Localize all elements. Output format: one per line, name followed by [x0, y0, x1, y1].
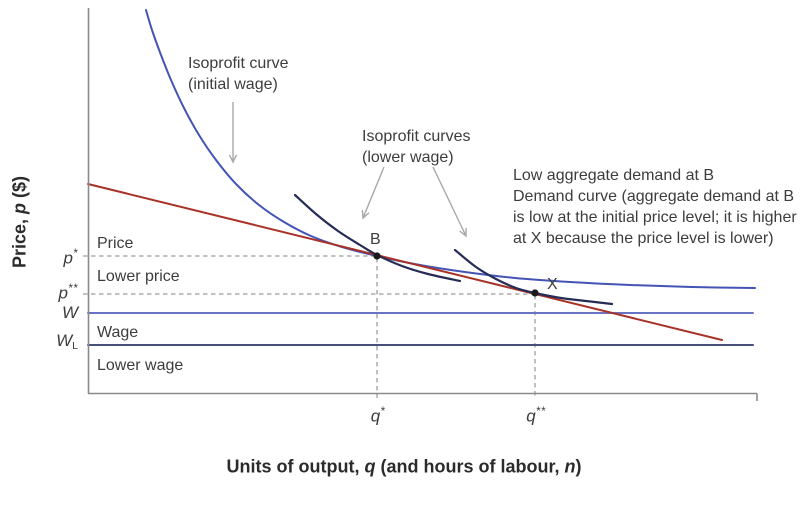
region-label-lower-wage: Lower wage: [97, 357, 184, 374]
arrow-to-isoprofit-lower-left-head: [361, 209, 370, 220]
arrow-to-isoprofit-lower-right: [432, 166, 467, 237]
arrow-to-isoprofit-lower-right-head: [459, 227, 467, 238]
ytick-lower-wage: WL: [56, 331, 78, 352]
region-label-wage: Wage: [97, 324, 139, 341]
series-demand-curve: [87, 183, 723, 341]
ytick-wage: W: [61, 303, 78, 322]
ytick-p-star: p*: [63, 248, 78, 268]
point-label-x: X: [547, 276, 558, 293]
point-label-b: B: [370, 231, 381, 248]
series-isoprofit-initial-wage: [145, 9, 756, 289]
ytick-p-2star: p**: [58, 283, 78, 303]
point-b-dot: [373, 252, 381, 260]
annotation-isoprofit-lower-wage: Isoprofit curves (lower wage): [362, 128, 471, 166]
point-x-dot: [531, 289, 539, 297]
x-axis-title: Units of output, q (and hours of labour,…: [226, 456, 582, 477]
xtick-q-2star: q**: [526, 406, 546, 426]
annotation-isoprofit-initial-wage: Isoprofit curve (initial wage): [188, 55, 289, 93]
xtick-q-star: q*: [370, 406, 386, 426]
region-label-price: Price: [97, 235, 134, 252]
series-isoprofit-lower-wage-1: [293, 193, 462, 283]
region-label-lower-price: Lower price: [97, 268, 180, 285]
arrow-to-isoprofit-lower-left: [362, 166, 385, 219]
annotation-demand-curve: Low aggregate demand at B Demand curve (a…: [513, 167, 797, 247]
arrow-to-isoprofit-initial-head: [228, 154, 238, 164]
series-isoprofit-lower-wage-2: [453, 248, 614, 306]
